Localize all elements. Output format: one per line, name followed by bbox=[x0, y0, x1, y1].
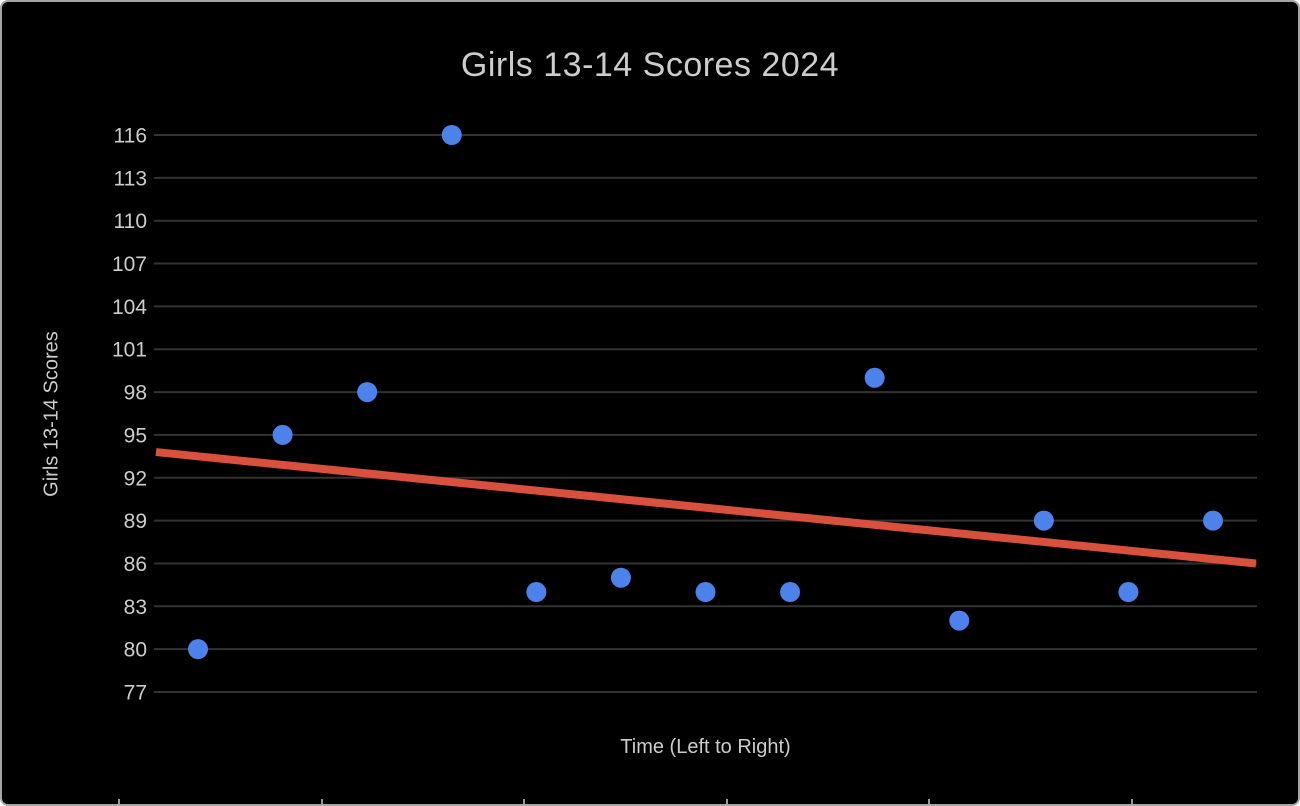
y-tick-label: 116 bbox=[114, 125, 147, 148]
y-tick-label: 80 bbox=[124, 639, 147, 662]
chart-title: Girls 13-14 Scores 2024 bbox=[460, 46, 840, 84]
y-tick-label: 92 bbox=[124, 467, 147, 490]
y-tick-label: 101 bbox=[112, 339, 147, 362]
y-tick-label: 110 bbox=[114, 210, 147, 233]
data-point[interactable] bbox=[272, 424, 293, 445]
data-point[interactable] bbox=[780, 582, 801, 603]
y-tick-label: 104 bbox=[112, 296, 147, 319]
data-point[interactable] bbox=[1202, 510, 1223, 531]
data-point[interactable] bbox=[188, 639, 208, 660]
y-tick-label: 95 bbox=[124, 424, 147, 447]
data-point[interactable] bbox=[949, 610, 970, 631]
data-point[interactable] bbox=[695, 582, 716, 603]
y-tick-labels: 116 113 110 107 104 101 98 95 92 89 86 83 80 77 bbox=[112, 125, 147, 705]
data-points bbox=[188, 125, 1223, 660]
data-point[interactable] bbox=[357, 382, 378, 403]
y-tick-label: 107 bbox=[112, 253, 147, 276]
data-point[interactable] bbox=[1118, 582, 1139, 603]
trend-line bbox=[155, 448, 1257, 568]
y-tick-label: 89 bbox=[124, 510, 147, 533]
y-tick-label: 113 bbox=[114, 167, 147, 190]
gridlines bbox=[154, 134, 1257, 693]
y-tick-label: 77 bbox=[124, 682, 147, 705]
data-point[interactable] bbox=[1033, 510, 1054, 531]
data-point[interactable] bbox=[526, 582, 547, 603]
x-axis-title: Time (Left to Right) bbox=[620, 736, 791, 758]
y-tick-label: 86 bbox=[124, 553, 147, 576]
y-tick-label: 83 bbox=[124, 596, 147, 619]
x-axis-ticks bbox=[118, 799, 1133, 804]
data-point[interactable] bbox=[610, 567, 631, 588]
data-point[interactable] bbox=[864, 367, 885, 388]
data-point[interactable] bbox=[441, 125, 462, 145]
y-tick-label: 98 bbox=[124, 382, 147, 405]
